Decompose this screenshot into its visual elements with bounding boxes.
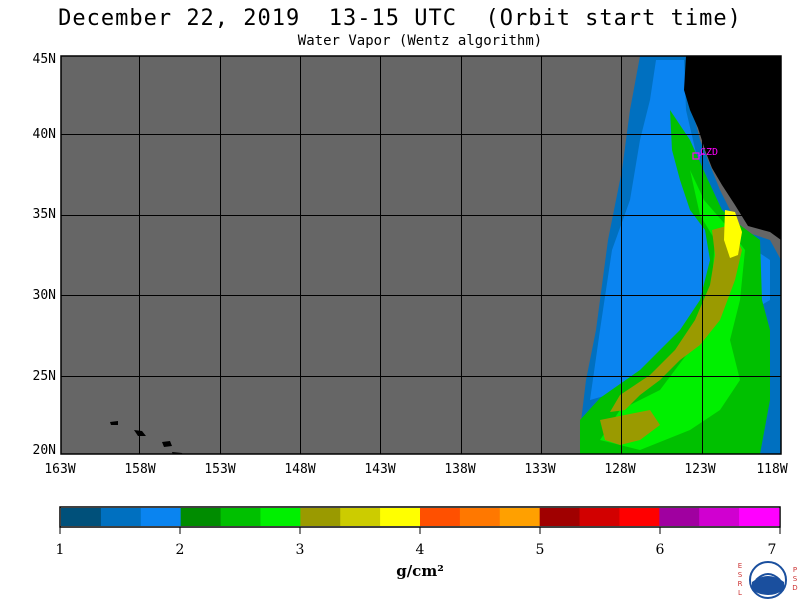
colorbar-cell [61, 508, 102, 526]
map-frame [60, 55, 782, 455]
colorbar-cell [380, 508, 421, 526]
colorbar-tick-marks [59, 527, 781, 534]
colorbar-unit: g/cm² [396, 562, 444, 580]
colorbar-tick-label: 2 [175, 542, 185, 558]
colorbar-tick-label: 6 [655, 542, 665, 558]
lon-label: 163W [44, 462, 76, 477]
colorbar-cell [699, 508, 740, 526]
colorbar-cell [340, 508, 381, 526]
noaa-emblem-icon [749, 561, 787, 599]
colorbar-cell [659, 508, 700, 526]
lon-label: 133W [524, 462, 556, 477]
station-label: CZD [700, 147, 719, 158]
colorbar-cell [539, 508, 581, 526]
colorbar-cell [739, 508, 780, 526]
lon-label: 143W [364, 462, 396, 477]
colorbar-tick-label: 3 [295, 542, 305, 558]
swath-yellow [724, 210, 742, 258]
colorbar-cells [61, 508, 780, 526]
colorbar-cell [260, 508, 301, 526]
colorbar-tick-label: 4 [415, 542, 425, 558]
colorbar-tick-label: 1 [55, 542, 65, 558]
lat-label: 40N [32, 127, 56, 142]
lon-label: 148W [284, 462, 316, 477]
lat-label: 20N [32, 443, 56, 458]
colorbar-cell [499, 508, 541, 526]
lat-label: 25N [32, 369, 56, 384]
map-grid [61, 56, 781, 454]
lon-label: 128W [604, 462, 636, 477]
lon-label: 158W [124, 462, 156, 477]
lon-label: 118W [756, 462, 788, 477]
colorbar-cell [100, 508, 142, 526]
lat-label: 30N [32, 288, 56, 303]
lon-label: 153W [204, 462, 236, 477]
page-subtitle: Water Vapor (Wentz algorithm) [297, 33, 543, 49]
colorbar-cell [220, 508, 261, 526]
swath-olive-2 [600, 410, 660, 445]
colorbar-cell [420, 508, 461, 526]
lat-label: 45N [32, 52, 56, 67]
colorbar-cell [459, 508, 501, 526]
colorbar-tick-label: 7 [767, 542, 777, 558]
lat-label: 35N [32, 207, 56, 222]
hawaii-island [110, 421, 118, 425]
colorbar-cell [180, 508, 222, 526]
colorbar-tick-label: 5 [535, 542, 545, 558]
page-title: December 22, 2019 13-15 UTC (Orbit start… [58, 6, 742, 31]
colorbar-cell [619, 508, 660, 526]
hawaii-island [162, 441, 172, 447]
colorbar-cell [140, 508, 182, 526]
lon-label: 138W [444, 462, 476, 477]
colorbar-cell [579, 508, 620, 526]
lon-label: 123W [684, 462, 716, 477]
north-america-land [684, 56, 781, 240]
swath-bright-green [600, 170, 745, 450]
colorbar-cell [300, 508, 341, 526]
